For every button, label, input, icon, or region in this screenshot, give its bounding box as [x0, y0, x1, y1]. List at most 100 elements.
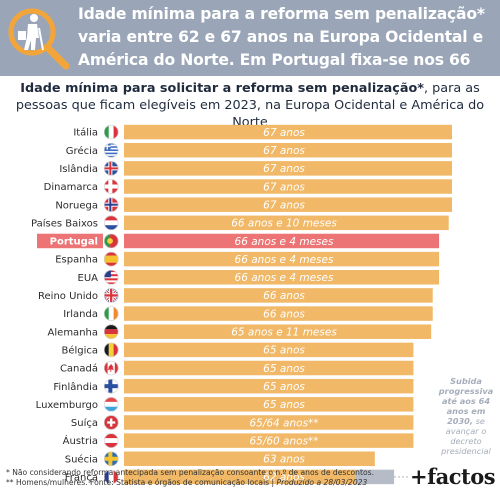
ireland-flag-icon: [103, 306, 119, 321]
bar-row: Suécia 63 anos: [65, 451, 375, 467]
bar: [124, 270, 440, 285]
greece-flag-icon: [103, 143, 119, 158]
norway-flag-icon: [103, 197, 119, 212]
category-label: Espanha: [55, 255, 98, 266]
bar-row: EUA 66 anos e 4 meses: [78, 270, 440, 285]
value-label: 66 anos: [263, 290, 305, 302]
bar-row: Irlanda 66 anos: [63, 306, 433, 321]
category-label: Noruega: [55, 200, 98, 211]
category-label: Grécia: [66, 145, 98, 157]
bar-row: Espanha 66 anos e 4 meses: [55, 251, 440, 267]
footnote-1: * Não considerando reforma antecipada se…: [6, 468, 374, 477]
category-label: EUA: [78, 273, 99, 284]
value-label: 67 anos: [263, 181, 305, 193]
category-label: Países Baixos: [31, 217, 98, 229]
value-label: 66 anos: [263, 308, 305, 320]
bar-row: Grécia 67 anos: [66, 142, 452, 158]
value-label: 65 anos e 11 meses: [231, 327, 337, 339]
bar: [124, 161, 452, 176]
denmark-flag-icon: [103, 179, 119, 194]
portugal-flag-icon: [103, 233, 119, 249]
value-label: 67 anos: [263, 145, 305, 157]
category-label: Suíça: [71, 417, 98, 429]
value-label: 66 anos e 4 meses: [235, 272, 334, 284]
bar: [124, 288, 433, 303]
spain-flag-icon: [103, 251, 119, 267]
france-flag-icon: [103, 469, 119, 485]
france-annotation: Subida progressiva até aos 64 anos em 20…: [436, 376, 496, 456]
bar-row: Reino Unido 66 anos: [38, 288, 433, 303]
bar-row: Canadá 65 anos: [60, 360, 414, 376]
italy-flag-icon: [103, 124, 119, 140]
value-label: 66 anos e 10 meses: [231, 218, 337, 230]
bar-row: Países Baixos 66 anos e 10 meses: [31, 215, 449, 231]
germany-flag-icon: [103, 324, 119, 339]
category-label: Dinamarca: [44, 182, 98, 193]
category-label: França: [65, 473, 98, 484]
bar: [124, 378, 414, 394]
value-label: 63 anos: [263, 454, 305, 466]
united-kingdom-flag-icon: [103, 288, 119, 303]
value-label: 65 anos: [263, 381, 305, 393]
bar: [124, 179, 452, 194]
sweden-flag-icon: [103, 451, 119, 466]
value-label: 67 anos: [263, 163, 305, 175]
bar-row: Finlândia 65 anos: [53, 378, 414, 394]
header-banner: Idade mínima para a reforma sem penaliza…: [0, 0, 500, 92]
footnote-2-date: Produzido a 28/03/2023: [276, 478, 368, 487]
value-label: 65/60 anos**: [249, 435, 318, 447]
category-label: Luxemburgo: [36, 400, 98, 411]
subtitle-bold: Idade mínima para solicitar a reforma se…: [20, 81, 424, 96]
bar-row: Portugal 66 anos e 4 meses: [37, 233, 440, 249]
factos-logo: +factos: [410, 464, 496, 489]
bar: [124, 142, 452, 158]
category-label: Irlanda: [63, 309, 98, 320]
footnotes: * Não considerando reforma antecipada se…: [6, 468, 426, 488]
elderly-person-magnifier-icon: [8, 8, 70, 70]
category-label: Finlândia: [53, 381, 98, 393]
highlight-label-background: [37, 233, 103, 249]
category-label: Alemanha: [48, 327, 98, 338]
bar: [124, 124, 452, 140]
category-label: Reino Unido: [38, 291, 98, 302]
header-title: Idade mínima para a reforma sem penaliza…: [78, 5, 485, 92]
bar-row: Áustria 65/60 anos**: [63, 433, 414, 448]
bar-row: Itália 67 anos: [73, 124, 452, 140]
bar-row: Dinamarca 67 anos: [44, 179, 452, 194]
footnote-2: ** Homens/mulheres. Fonte: Statista e ór…: [6, 478, 426, 488]
bar: [124, 342, 414, 358]
footnote-2-text: ** Homens/mulheres. Fonte: Statista e ór…: [6, 478, 277, 487]
bar: [124, 215, 449, 231]
bar: [124, 306, 433, 321]
bar: [124, 433, 414, 448]
value-label: 66 anos e 4 meses: [235, 236, 334, 248]
value-label: 66 anos e 4 meses: [235, 254, 334, 266]
value-label: 65 anos: [263, 345, 305, 357]
bar-row: Noruega 67 anos: [55, 197, 452, 212]
belgium-flag-icon: [103, 342, 119, 358]
value-label: 65/64 anos**: [249, 417, 318, 429]
canada-flag-icon: [103, 360, 119, 376]
bar: [124, 233, 440, 249]
category-label: Suécia: [65, 453, 98, 465]
bar: [124, 324, 432, 339]
value-label: 65 anos: [263, 399, 305, 411]
bar: [124, 451, 375, 467]
bar: [124, 469, 356, 485]
iceland-flag-icon: [103, 161, 119, 176]
annotation-bold: Subida progressiva até aos 64 anos em 20…: [438, 376, 494, 426]
bar: [124, 360, 414, 376]
bar: [124, 415, 414, 430]
bar: [124, 197, 452, 212]
category-label: Áustria: [63, 434, 98, 447]
bar-row: Alemanha 65 anos e 11 meses: [48, 324, 432, 339]
bar-row: Islândia 67 anos: [59, 161, 452, 176]
bar-row: França 62 anos: [65, 469, 411, 485]
value-label: 65 anos: [263, 363, 305, 375]
austria-flag-icon: [103, 433, 119, 448]
category-label: Canadá: [60, 363, 98, 375]
category-label: Islândia: [59, 163, 98, 175]
bar: [124, 251, 440, 267]
annotation-rest: se avançar o decreto presidencial: [441, 416, 491, 456]
